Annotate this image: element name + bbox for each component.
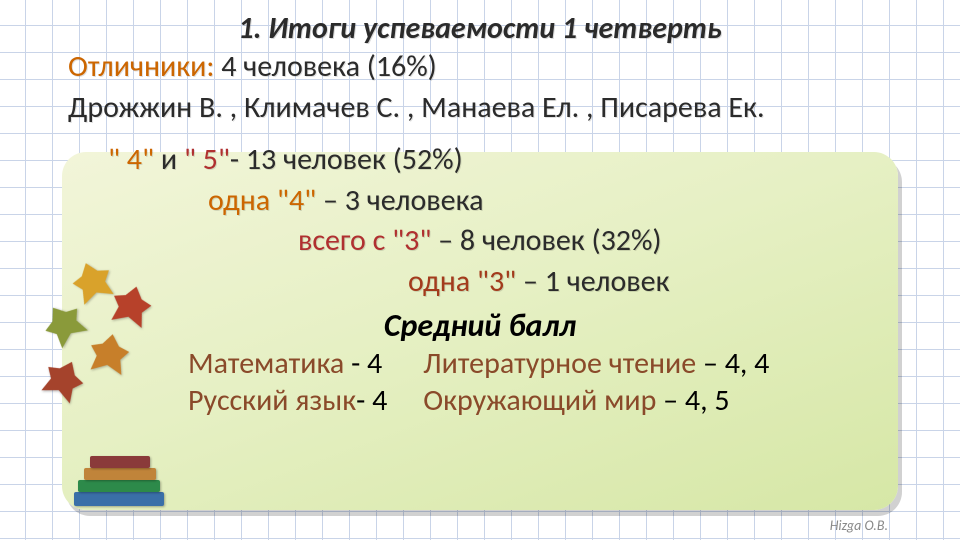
all-3-label: всего с "3"	[298, 222, 431, 259]
line-one-4: одна "4" – 3 человека	[68, 181, 892, 222]
one-3-count: – 1 человек	[516, 263, 669, 300]
subject-world: Окружающий мир – 4, 5	[423, 382, 769, 419]
subject-russian-val: - 4	[356, 382, 387, 419]
author-signature: Ніzgа О.В.	[830, 517, 888, 534]
subjects-col-right: Литературное чтение – 4, 4 Окружающий ми…	[423, 345, 769, 419]
subject-math: Математика - 4	[188, 345, 387, 382]
subject-math-val: - 4	[351, 345, 382, 382]
average-title: Средний балл	[68, 306, 892, 345]
and-text: и	[154, 141, 184, 178]
line-4-and-5: " 4" и " 5"- 13 человек (52%)	[68, 140, 892, 181]
all-3-count: – 8 человек (32%)	[431, 222, 661, 259]
one-4-count: – 3 человека	[316, 182, 483, 219]
excellent-count: 4 человека (16%)	[214, 48, 436, 85]
excellent-line: Отличники: 4 человека (16%)	[68, 47, 892, 88]
one-3-label: одна "3"	[408, 263, 516, 300]
subject-lit-name: Литературное чтение	[423, 345, 703, 382]
subject-lit-val: – 4, 4	[703, 345, 769, 382]
excellent-label: Отличники:	[68, 48, 214, 85]
quote-4: " 4"	[108, 141, 154, 178]
subject-world-val: – 4, 5	[663, 382, 729, 419]
subject-russian: Русский язык- 4	[188, 382, 387, 419]
book-icon	[90, 456, 150, 468]
one-4-label: одна "4"	[208, 182, 316, 219]
subjects-col-left: Математика - 4 Русский язык- 4	[188, 345, 387, 419]
subject-russian-name: Русский язык	[188, 382, 356, 419]
count-4and5: - 13 человек (52%)	[230, 141, 463, 178]
slide-title: 1. Итоги успеваемости 1 четверть	[68, 0, 892, 47]
books-decoration	[74, 450, 166, 506]
book-icon	[74, 492, 164, 506]
subject-world-name: Окружающий мир	[423, 382, 663, 419]
subjects-row: Математика - 4 Русский язык- 4 Литератур…	[68, 345, 892, 419]
excellent-names: Дрожжин В. , Климачев С. , Манаева Ел. ,…	[68, 88, 892, 129]
line-all-3: всего с "3" – 8 человек (32%)	[68, 221, 892, 262]
subject-math-name: Математика	[188, 345, 351, 382]
line-one-3: одна "3" – 1 человек	[68, 262, 892, 303]
book-icon	[78, 480, 160, 492]
quote-5: " 5"	[184, 141, 230, 178]
book-icon	[84, 468, 156, 480]
subject-lit: Литературное чтение – 4, 4	[423, 345, 769, 382]
